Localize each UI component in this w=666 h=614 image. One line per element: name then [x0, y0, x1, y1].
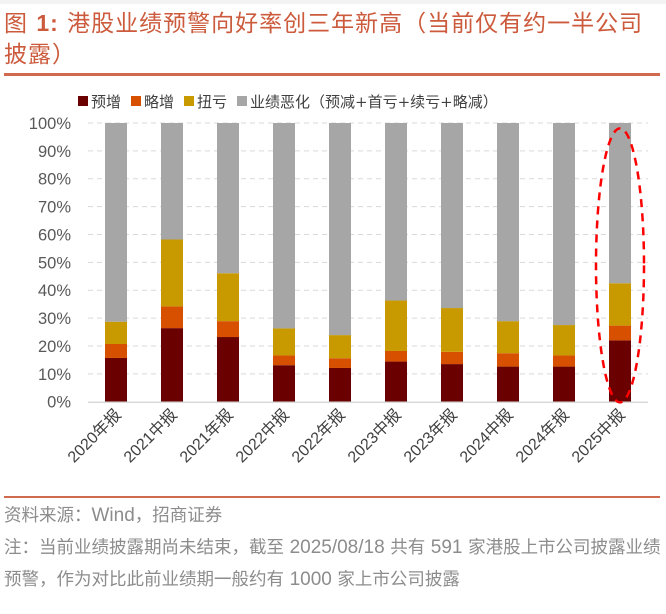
legend-swatch: [237, 96, 248, 106]
x-tick-label: 2024年报: [512, 406, 573, 467]
bar-segment-3: [329, 335, 351, 359]
bar-segment-3: [441, 308, 463, 352]
bar-segment-3: [161, 239, 183, 307]
figure-title-prefix: 图: [4, 11, 37, 37]
bar-segment-3: [553, 325, 575, 356]
bar-segment-4: [441, 123, 463, 309]
bar-segment-3: [609, 283, 631, 326]
footnotes: 资料来源：Wind，招商证券 注：当前业绩披露期尚未结束，截至 2025/08/…: [4, 500, 664, 596]
note-date: 2025/08/18: [289, 537, 385, 558]
source-divider: [4, 496, 660, 498]
x-tick-label: 2021中报: [120, 406, 181, 467]
bar-segment-2: [553, 355, 575, 367]
bar-segment-1: [161, 328, 183, 402]
y-tick-label: 70%: [38, 199, 71, 217]
y-tick-label: 90%: [38, 143, 71, 161]
legend-item: 扭亏: [184, 91, 227, 112]
highlight-ellipse: [594, 127, 646, 404]
y-tick-label: 20%: [38, 338, 71, 356]
note-prev-count: 1000: [289, 569, 332, 590]
bar-segment-1: [609, 340, 631, 402]
bar-segment-1: [105, 357, 127, 402]
note-count: 591: [430, 537, 463, 558]
bar-segment-3: [217, 273, 239, 322]
legend-label: 预增: [91, 92, 122, 111]
bar-segment-2: [161, 306, 183, 329]
legend-item: 略增: [131, 91, 174, 112]
bar-segment-1: [385, 361, 407, 402]
bar-segment-3: [385, 300, 407, 351]
bar-segment-1: [441, 364, 463, 402]
y-tick-label: 10%: [38, 366, 71, 384]
y-tick-label: 30%: [38, 310, 71, 328]
y-tick-label: 100%: [29, 115, 72, 133]
title-underline: [4, 73, 660, 76]
x-tick-label: 2024中报: [456, 406, 517, 467]
x-tick-label: 2022中报: [232, 406, 293, 467]
x-tick-label: 2021年报: [176, 406, 237, 467]
bar-segment-1: [497, 366, 519, 402]
bar-segment-2: [217, 321, 239, 338]
bar-segment-2: [441, 351, 463, 365]
bar-segment-4: [385, 123, 407, 301]
y-tick-label: 0%: [47, 394, 71, 412]
top-strip: [0, 0, 666, 4]
legend-swatch: [131, 96, 142, 106]
legend-swatch: [184, 96, 195, 106]
stacked-bar-chart: 0%10%20%30%40%50%60%70%80%90%100%2020年报2…: [29, 115, 648, 467]
bar-segment-2: [329, 358, 351, 368]
bar-segment-2: [105, 344, 127, 358]
bar-segment-4: [497, 123, 519, 322]
x-tick-label: 2023年报: [400, 406, 461, 467]
y-tick-label: 40%: [38, 282, 71, 300]
y-tick-label: 80%: [38, 171, 71, 189]
x-tick-label: 2023中报: [344, 406, 405, 467]
figure-title-text: 港股业绩预警向好率创三年新高（当前仅有约一半公司披露）: [4, 11, 644, 68]
figure-title: 图 1: 港股业绩预警向好率创三年新高（当前仅有约一半公司披露）: [4, 8, 664, 71]
source-name: Wind: [91, 505, 135, 526]
legend-item: 预增: [78, 91, 121, 112]
bar-segment-4: [553, 123, 575, 326]
bar-segment-4: [609, 123, 631, 284]
bar-segment-4: [161, 123, 183, 240]
bar-segment-2: [497, 353, 519, 367]
bar-segment-1: [217, 337, 239, 402]
bar-segment-4: [105, 123, 127, 322]
bar-segment-3: [273, 328, 295, 356]
legend-label: 扭亏: [197, 92, 228, 111]
y-tick-label: 50%: [38, 254, 71, 272]
bar-segment-4: [273, 123, 295, 329]
bar-segment-2: [609, 325, 631, 341]
bar-segment-4: [329, 123, 351, 336]
bar-segment-1: [329, 367, 351, 402]
bar-segment-2: [273, 355, 295, 366]
x-tick-label: 2025中报: [568, 406, 629, 467]
x-tick-label: 2022年报: [288, 406, 349, 467]
y-tick-label: 60%: [38, 226, 71, 244]
bar-segment-1: [553, 366, 575, 402]
source-line: 资料来源：Wind，招商证券: [4, 505, 223, 526]
legend-label: 略增: [144, 92, 175, 111]
legend-swatch: [78, 96, 88, 106]
x-tick-label: 2020年报: [64, 406, 125, 467]
legend-item: 业绩恶化（预减+首亏+续亏+略减）: [237, 91, 498, 112]
legend-label: 业绩恶化（预减+首亏+续亏+略减）: [250, 92, 498, 111]
bar-segment-3: [105, 321, 127, 345]
figure-number: 1:: [36, 10, 59, 36]
bar-segment-2: [385, 350, 407, 362]
chart-legend: 预增 略增 扭亏 业绩恶化（预减+首亏+续亏+略减）: [78, 91, 508, 111]
bar-segment-1: [273, 365, 295, 402]
bar-segment-4: [217, 123, 239, 274]
bar-segment-3: [497, 321, 519, 354]
note-text: 注：当前业绩披露期尚未结束，截至 2025/08/18 共有 591 家港股上市…: [4, 537, 661, 590]
